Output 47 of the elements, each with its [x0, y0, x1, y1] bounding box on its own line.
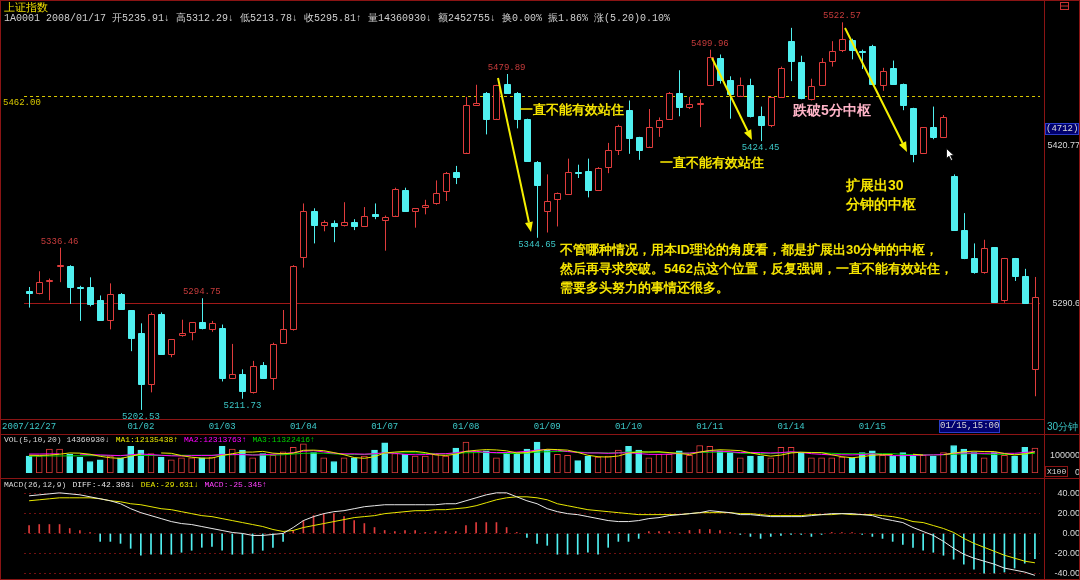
y-tick-label: 100000 [1049, 449, 1080, 460]
y-tick-label: 5420.77 [1047, 140, 1080, 151]
chart-title: 上证指数 [4, 1, 48, 13]
annotation: MACD:-25.345↑ [204, 480, 267, 489]
y-tick-label: 5290.6 [1052, 297, 1080, 308]
annotation: 一直不能有效站住 [520, 101, 624, 118]
annotation: 5424.45 [741, 143, 780, 154]
annotation: 5344.65 [518, 239, 557, 250]
series-label: DIFF:-42.303↓ [72, 480, 135, 489]
y-axis-title: X100 [1045, 466, 1069, 477]
x-tick-label: 01/07 [371, 421, 399, 432]
x-tick-label: 01/04 [289, 421, 317, 432]
y-tick-label: -40.00 [1054, 567, 1080, 578]
annotation: 5211.73 [223, 400, 262, 411]
annotation: 5522.57 [822, 11, 861, 22]
series-label: DEA:-29.631↓ [140, 480, 199, 489]
annotation: 5479.89 [487, 62, 526, 73]
x-tick-label: 01/09 [533, 421, 561, 432]
chart-title: VOL(5,10,20) 14360930↓ [4, 435, 110, 444]
series-label: MA3:11322416↑ [252, 435, 315, 444]
x-tick-label: 01/11 [696, 421, 724, 432]
x-tick-label: 01/10 [615, 421, 643, 432]
annotation: 一直不能有效站住 [660, 154, 764, 171]
x-tick-label: 01/14 [777, 421, 805, 432]
y-tick-label: 40.00 [1057, 488, 1080, 499]
x-tick-label: 2007/12/27 [2, 421, 57, 432]
y-tick-label: 20.00 [1057, 508, 1080, 519]
series-label: MA1:12135438↑ [115, 435, 179, 444]
annotation: 5294.75 [182, 287, 221, 298]
annotation: 5202.53 [121, 411, 160, 422]
annotation: 跌破5分中枢 [793, 102, 871, 118]
text: 1A0001 2008/01/17 开5235.91↓ 高5312.29↓ 低5213.78↓ 收5295.81↑ 量14360930↓ 额2452755↓ 换0.00% 振1.86% 涨(5.20)0.10% [4, 13, 671, 24]
x-tick-label: 01/08 [452, 421, 480, 432]
text: 30分钟 [1047, 421, 1079, 432]
x-tick-label: 01/15 [858, 421, 886, 432]
series-label: MA2:12313763↑ [184, 435, 247, 444]
text: 01/15,15:00 [940, 421, 1000, 432]
y-tick-label: -20.00 [1054, 547, 1080, 558]
annotation: 5336.46 [40, 236, 79, 247]
text: (4712) [1046, 124, 1079, 134]
x-tick-label: 01/02 [127, 421, 155, 432]
x-tick-label: 01/03 [208, 421, 236, 432]
annotation: 5499.96 [690, 38, 729, 49]
chart-title: MACD(26,12,9) [4, 480, 67, 489]
ref-line-label: 5462.00 [3, 98, 41, 109]
text: 不管哪种情况，用本ID理论的角度看，都是扩展出30分钟的中枢，然后再寻求突破。5462点这个位置，反复强调，一直不能有效站住，需要多头努力的事情还很多。 [560, 242, 953, 295]
annotation: 扩展出30分钟的中枢 [846, 176, 917, 214]
